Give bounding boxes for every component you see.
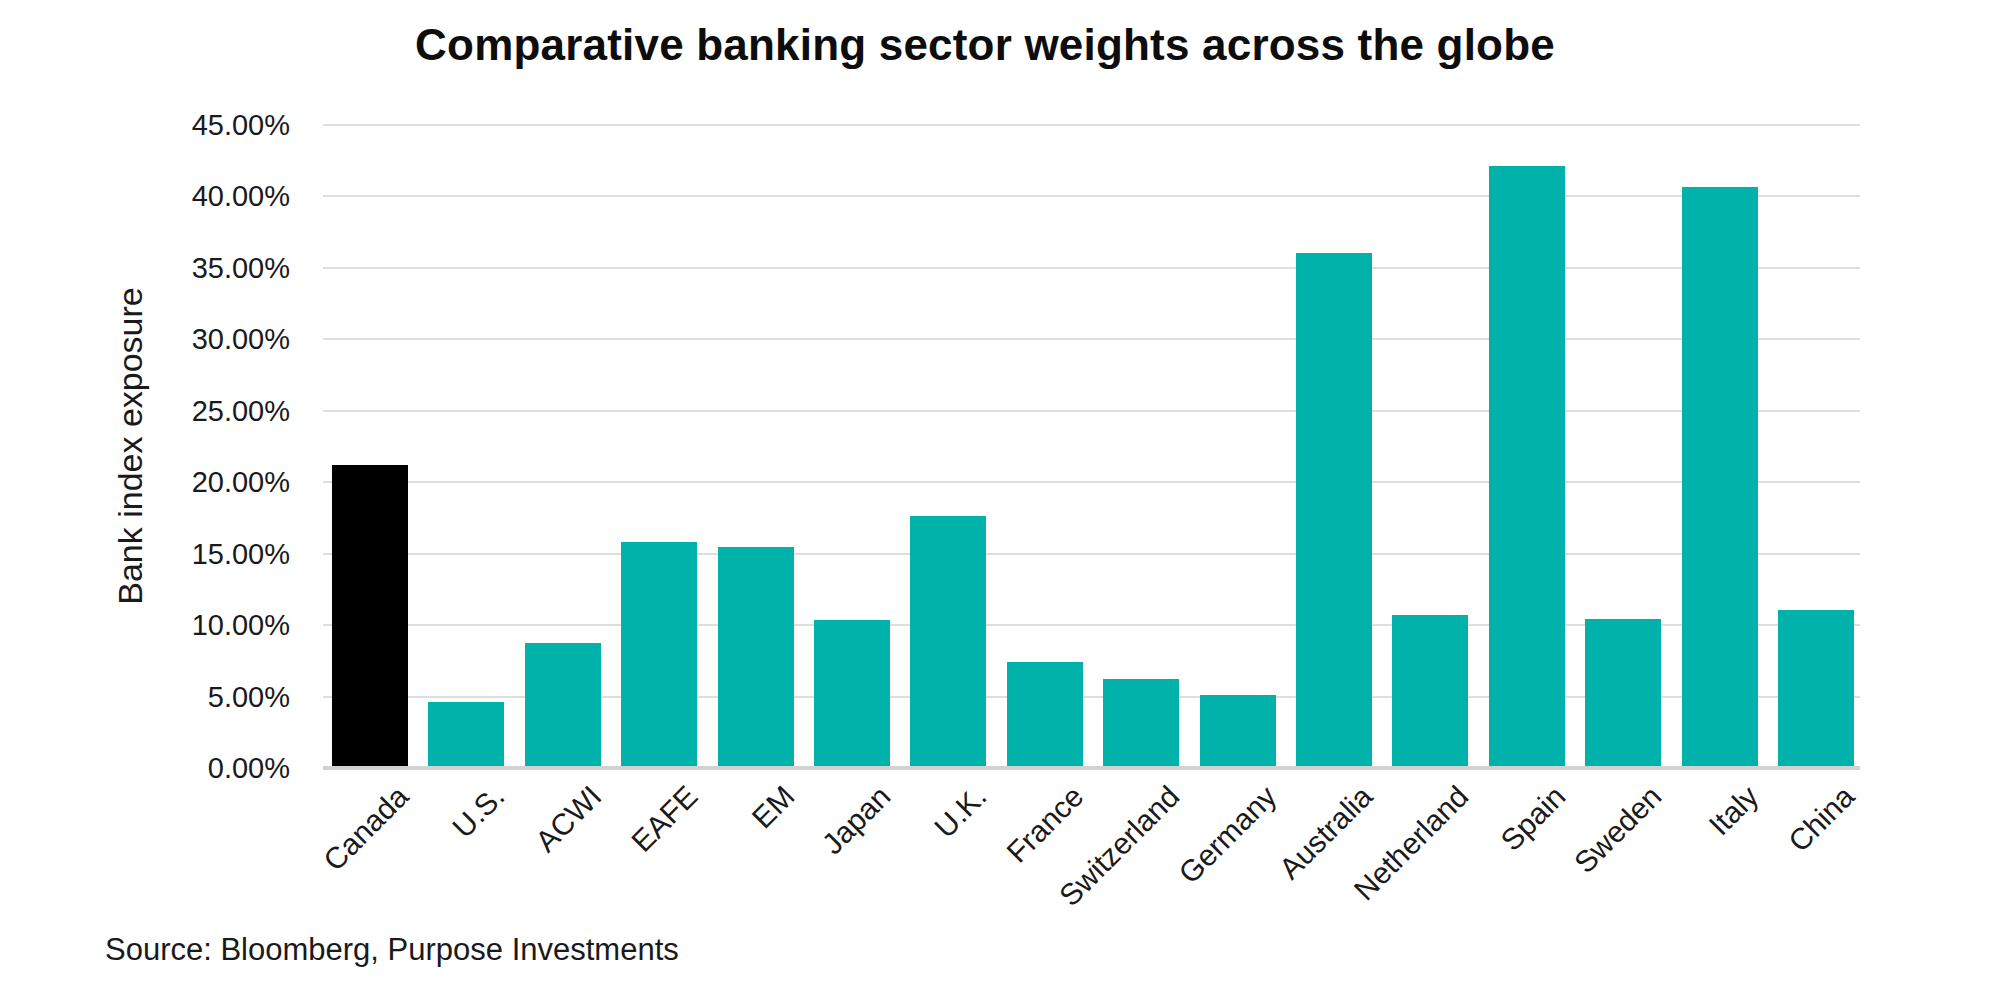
gridline (323, 124, 1860, 126)
gridline (323, 553, 1860, 555)
gridline (323, 267, 1860, 269)
x-axis-line (323, 766, 1860, 770)
x-tick-label: Netherland (1240, 780, 1474, 992)
plot-area (323, 125, 1860, 768)
bar-netherland (1392, 615, 1468, 766)
bar-france (1007, 662, 1083, 766)
x-tick-label: Spain (1337, 780, 1571, 992)
bar-australia (1296, 253, 1372, 766)
x-tick-label: Italy (1529, 780, 1763, 992)
y-tick-label: 10.00% (0, 609, 290, 642)
y-tick-label: 40.00% (0, 180, 290, 213)
x-tick-label: U.K. (758, 780, 992, 992)
bar-acwi (525, 643, 601, 766)
bar-sweden (1585, 619, 1661, 766)
gridline (323, 410, 1860, 412)
y-tick-label: 0.00% (0, 752, 290, 785)
x-tick-label: China (1626, 780, 1860, 992)
gridline (323, 481, 1860, 483)
y-tick-label: 35.00% (0, 251, 290, 284)
x-tick-label: Switzerland (951, 780, 1185, 992)
chart-figure: Comparative banking sector weights acros… (0, 0, 2000, 992)
bar-canada (332, 465, 408, 766)
chart-title: Comparative banking sector weights acros… (0, 20, 1970, 70)
source-note: Source: Bloomberg, Purpose Investments (105, 932, 679, 968)
bar-germany (1200, 695, 1276, 766)
x-tick-label: Japan (662, 780, 896, 992)
bar-u-k (910, 516, 986, 766)
x-tick-label: Germany (1047, 780, 1281, 992)
bar-switzerland (1103, 679, 1179, 766)
y-tick-label: 30.00% (0, 323, 290, 356)
y-tick-label: 5.00% (0, 680, 290, 713)
bar-u-s (428, 702, 504, 766)
y-tick-label: 20.00% (0, 466, 290, 499)
bar-italy (1682, 187, 1758, 766)
gridline (323, 195, 1860, 197)
y-tick-label: 15.00% (0, 537, 290, 570)
x-tick-label: France (855, 780, 1089, 992)
bar-em (718, 547, 794, 766)
y-tick-label: 45.00% (0, 109, 290, 142)
y-axis-ticks: 45.00% 40.00% 35.00% 30.00% 25.00% 20.00% 15.0… (0, 0, 290, 992)
bar-china (1778, 610, 1854, 766)
bar-japan (814, 620, 890, 766)
bar-eafe (621, 542, 697, 766)
y-tick-label: 25.00% (0, 394, 290, 427)
bar-spain (1489, 166, 1565, 766)
x-tick-label: Australia (1144, 780, 1378, 992)
gridline (323, 338, 1860, 340)
x-tick-label: Sweden (1433, 780, 1667, 992)
